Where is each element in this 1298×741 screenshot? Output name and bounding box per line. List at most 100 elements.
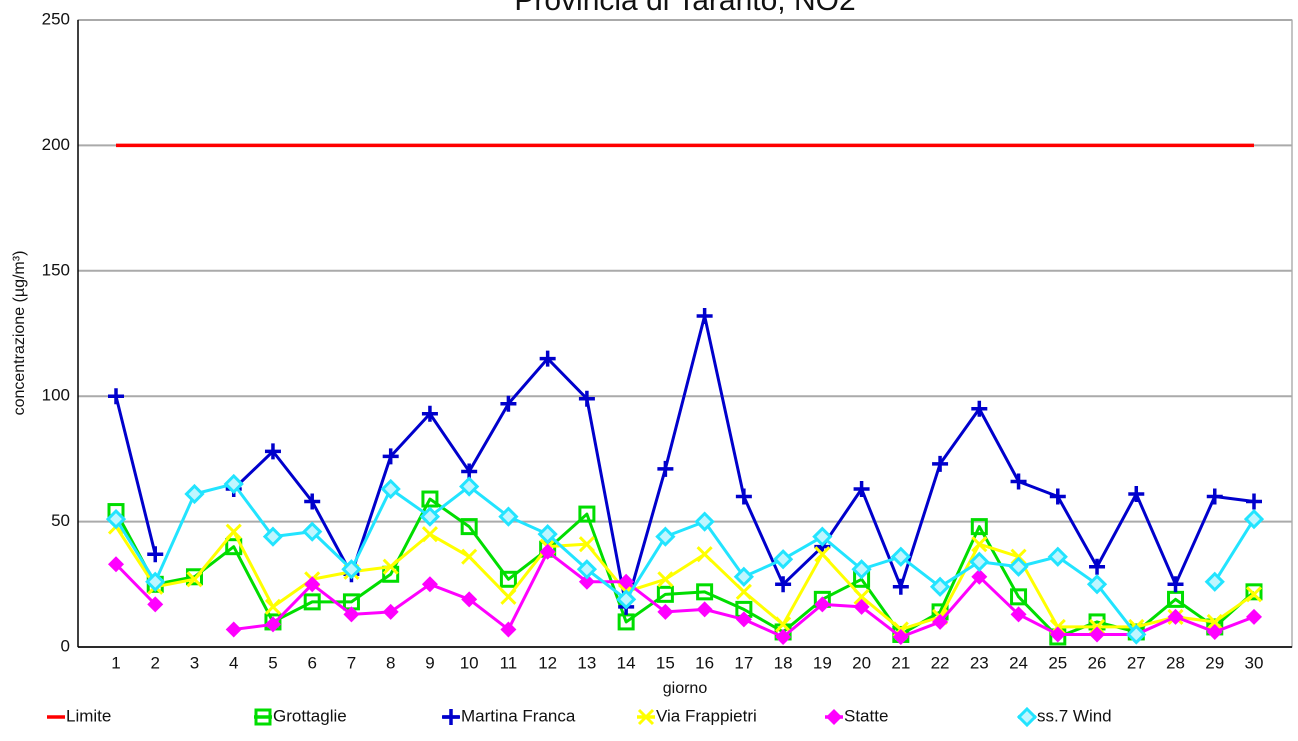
marker — [971, 400, 988, 417]
marker — [1010, 588, 1028, 606]
marker — [500, 621, 517, 638]
marker — [461, 591, 478, 608]
marker — [971, 536, 988, 553]
x-tick-label: 30 — [1245, 653, 1264, 672]
marker — [971, 568, 988, 585]
marker — [969, 551, 990, 572]
marker — [655, 526, 676, 547]
x-tick-label: 3 — [190, 653, 199, 672]
marker — [421, 526, 438, 543]
marker — [814, 596, 831, 613]
y-tick-label: 150 — [42, 260, 70, 279]
marker — [578, 536, 595, 553]
marker — [1089, 626, 1106, 643]
marker — [775, 576, 792, 593]
marker — [657, 571, 674, 588]
x-tick-label: 27 — [1127, 653, 1146, 672]
marker — [145, 571, 166, 592]
marker — [1086, 574, 1108, 595]
plot-frame — [77, 19, 1293, 648]
marker — [578, 390, 595, 407]
marker — [694, 511, 715, 532]
y-tick-label: 250 — [42, 9, 70, 28]
marker — [696, 546, 713, 563]
marker — [225, 621, 242, 638]
marker — [578, 573, 595, 590]
marker — [1206, 623, 1223, 640]
marker — [853, 588, 870, 605]
marker — [264, 616, 281, 633]
marker — [500, 588, 517, 605]
x-tick-label: 20 — [852, 653, 871, 672]
marker — [656, 585, 674, 603]
marker — [186, 571, 203, 588]
marker — [851, 559, 872, 580]
x-tick-label: 23 — [970, 653, 989, 672]
marker — [382, 448, 399, 465]
marker — [890, 546, 911, 567]
marker — [892, 628, 909, 645]
marker — [380, 478, 401, 500]
marker — [618, 573, 635, 590]
marker — [853, 480, 870, 497]
marker — [1010, 473, 1027, 490]
x-axis-label: giorno — [663, 680, 708, 697]
x-tick-label: 22 — [931, 653, 950, 672]
marker — [1010, 606, 1027, 623]
legend-marker — [254, 708, 272, 726]
legend-label: ss.7 Wind — [1037, 706, 1112, 725]
x-tick-label: 1 — [111, 653, 120, 672]
marker — [1206, 613, 1223, 630]
y-tick-label: 200 — [42, 135, 70, 154]
marker — [105, 508, 127, 530]
x-tick-label: 24 — [1009, 653, 1028, 672]
marker — [382, 558, 399, 575]
legend-label: Via Frappietri — [656, 706, 757, 725]
marker — [539, 350, 556, 367]
marker — [343, 606, 360, 623]
x-tick-label: 28 — [1166, 653, 1185, 672]
x-tick-label: 7 — [347, 653, 356, 672]
legend-marker — [1016, 706, 1038, 728]
marker — [775, 628, 792, 645]
marker — [775, 616, 792, 633]
marker — [304, 493, 321, 510]
marker — [735, 488, 752, 505]
marker — [185, 568, 203, 586]
marker — [147, 546, 164, 563]
marker — [421, 576, 438, 593]
marker — [696, 583, 714, 601]
marker — [460, 518, 478, 536]
marker — [772, 549, 794, 570]
legend-label: Martina Franca — [461, 706, 576, 725]
marker — [498, 506, 519, 527]
marker — [578, 505, 596, 523]
x-tick-label: 8 — [386, 653, 395, 672]
x-tick-label: 13 — [577, 653, 596, 672]
x-tick-label: 18 — [774, 653, 793, 672]
marker — [1167, 576, 1184, 593]
x-tick-label: 10 — [460, 653, 479, 672]
marker — [1167, 608, 1184, 625]
x-tick-label: 15 — [656, 653, 675, 672]
marker — [1204, 571, 1225, 592]
y-tick-label: 0 — [61, 636, 70, 655]
marker — [421, 405, 438, 422]
marker — [341, 559, 362, 580]
marker — [302, 521, 323, 542]
marker — [1246, 493, 1262, 510]
y-axis-label: concentrazione (µg/m³) — [11, 251, 28, 416]
x-tick-label: 2 — [151, 653, 160, 672]
marker — [304, 576, 321, 593]
legend-marker — [637, 708, 655, 726]
marker — [932, 455, 949, 472]
x-tick-label: 21 — [891, 653, 910, 672]
series-line — [114, 314, 1255, 609]
marker — [500, 395, 517, 412]
marker — [1126, 624, 1147, 645]
marker — [1089, 558, 1106, 575]
marker — [1167, 590, 1185, 608]
marker — [1049, 488, 1066, 505]
marker — [892, 578, 909, 595]
x-tick-label: 17 — [734, 653, 753, 672]
